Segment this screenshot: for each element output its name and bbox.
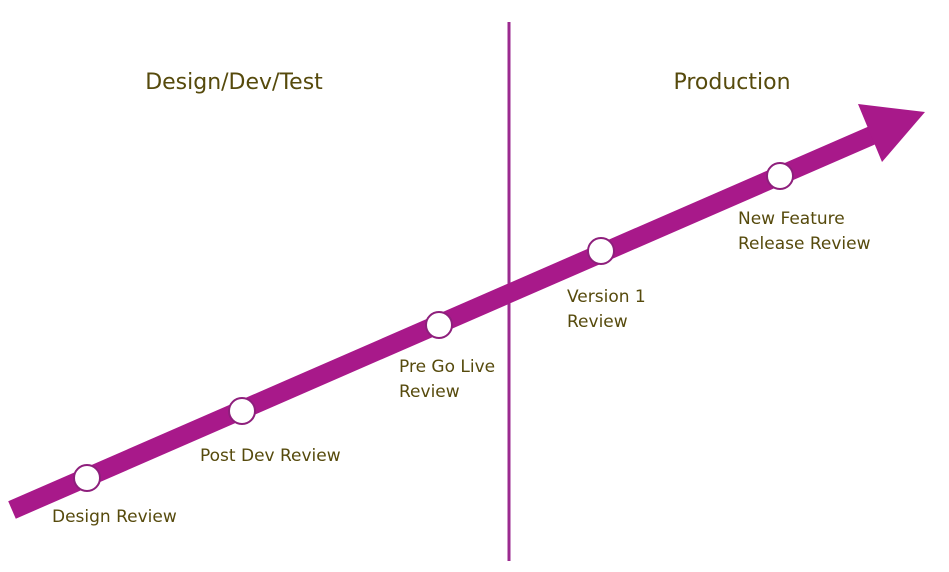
milestones: Design Review Post Dev Review Pre Go Live R… — [52, 162, 871, 527]
milestone-label: Review — [567, 312, 628, 332]
milestone-label: Review — [399, 382, 460, 402]
section-title: Production — [673, 70, 790, 95]
milestone-label: Release Review — [738, 234, 871, 254]
milestone-marker — [587, 237, 615, 265]
milestone-label: Design Review — [52, 507, 177, 527]
milestone-label: Version 1 — [567, 287, 646, 307]
milestone-label: New Feature — [738, 209, 845, 229]
arrow-head — [858, 104, 925, 162]
milestone-label: Post Dev Review — [200, 446, 341, 466]
milestone-marker — [73, 464, 101, 492]
milestone-marker — [766, 162, 794, 190]
milestone-marker — [425, 311, 453, 339]
milestone-marker — [228, 397, 256, 425]
milestone-label: Pre Go Live — [399, 357, 495, 377]
section-title: Design/Dev/Test — [145, 70, 323, 95]
